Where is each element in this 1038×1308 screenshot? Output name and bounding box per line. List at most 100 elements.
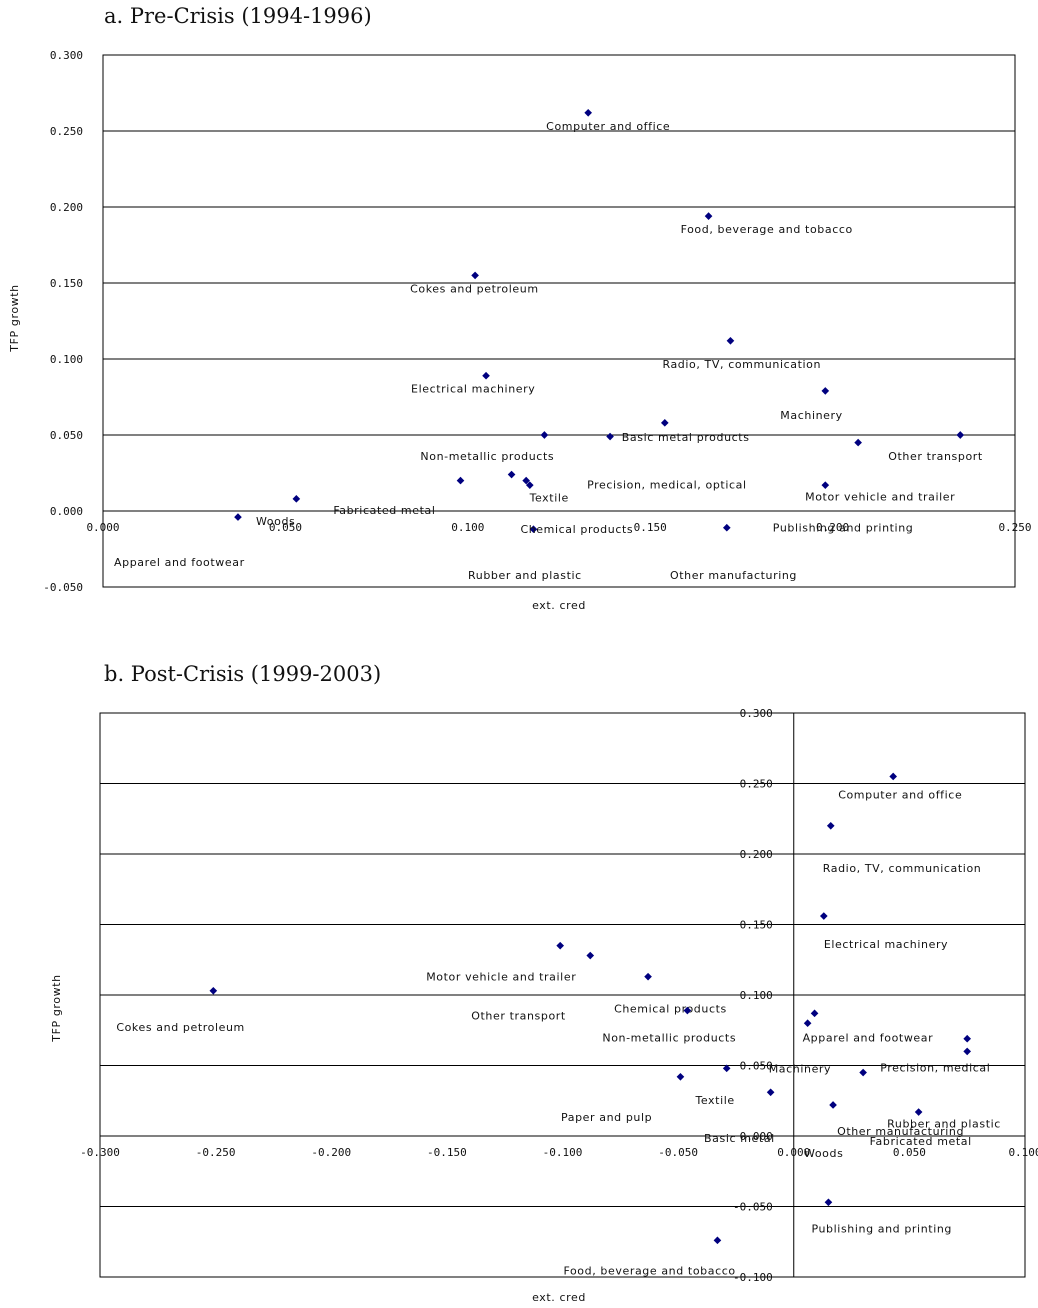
chart-b-point-label-1: Radio, TV, communication <box>823 862 982 875</box>
chart-b-y-axis-title: TFP growth <box>50 974 63 1042</box>
chart-a: -0.050 0.000 0.050 0.100 0.150 0.200 0.250 0.30… <box>8 49 1032 612</box>
chart-a-point-9 <box>606 432 614 441</box>
chart-a-point-6 <box>660 419 669 427</box>
chart-b-point-4 <box>586 951 595 960</box>
chart-b-point-label-20: Woods <box>804 1147 843 1160</box>
chart-b-xtick-label: 0.000 <box>777 1146 810 1159</box>
chart-b-xtick-label: -0.300 <box>80 1146 120 1159</box>
chart-a-point-10 <box>854 438 862 447</box>
chart-a-point-5 <box>821 387 830 395</box>
chart-b-point-11 <box>963 1047 972 1056</box>
chart-b-point-label-11: Precision, medical <box>880 1061 990 1074</box>
chart-b-point-label-2: Electrical machinery <box>824 938 948 951</box>
chart-b-point-label-18: Paper and pulp <box>561 1111 652 1124</box>
chart-a-point-label-16: Fabricated metal <box>333 504 435 517</box>
chart-b-point-label-17: Fabricated metal <box>870 1135 972 1148</box>
chart-a-point-label-17: Woods <box>256 515 295 528</box>
chart-a-point-16 <box>292 495 301 503</box>
chart-b-point-label-19: Basic metal <box>704 1132 775 1145</box>
chart-a-point-label-8: Other transport <box>888 450 983 463</box>
chart-b-ytick-label: -0.100 <box>733 1271 773 1284</box>
chart-b-ytick-label: -0.050 <box>733 1201 773 1214</box>
chart-b-point-5 <box>644 972 652 981</box>
chart-a-ytick-label: 0.100 <box>50 353 83 366</box>
chart-b-point-17 <box>914 1108 923 1116</box>
chart-b-point-22 <box>713 1236 722 1245</box>
chart-a-point-label-11: Textile <box>529 492 569 505</box>
chart-b-point-14 <box>676 1072 685 1081</box>
chart-a-point-17 <box>234 513 242 521</box>
chart-b-point-label-8: Apparel and footwear <box>803 1031 934 1044</box>
chart-a-xtick-label: 0.000 <box>86 521 119 534</box>
chart-a-point-7 <box>540 431 549 439</box>
chart-a-xtick-label: 0.200 <box>816 521 849 534</box>
chart-b-ytick-label: 0.300 <box>740 707 773 720</box>
chart-b-xtick-label: -0.200 <box>311 1146 351 1159</box>
chart-a-point-label-4: Electrical machinery <box>411 383 535 396</box>
chart-b-point-21 <box>824 1198 833 1207</box>
chart-b-xtick-label: -0.050 <box>658 1146 698 1159</box>
chart-b-xtick-label: 0.100 <box>1008 1146 1038 1159</box>
chart-a-point-15 <box>821 481 830 489</box>
chart-a-point-13 <box>522 476 530 485</box>
chart-a-point-2 <box>471 271 479 280</box>
chart-a-point-label-19: Publishing and printing <box>773 522 914 535</box>
chart-b-point-label-4: Other transport <box>471 1010 566 1023</box>
chart-b-ytick-label: 0.200 <box>740 848 773 861</box>
chart-a-ytick-label: 0.000 <box>50 505 83 518</box>
chart-b-point-8 <box>810 1009 819 1018</box>
chart-b-point-label-6: Cokes and petroleum <box>116 1021 245 1034</box>
chart-b-point-label-5: Chemical products <box>614 1003 727 1016</box>
chart-a-point-label-20: Apparel and footwear <box>114 556 245 569</box>
chart-a-title: a. Pre-Crisis (1994-1996) <box>104 4 372 28</box>
chart-b-point-10 <box>963 1034 972 1043</box>
chart-a-xtick-label: 0.100 <box>451 521 484 534</box>
chart-b-point-label-0: Computer and office <box>838 788 962 801</box>
chart-a-point-19 <box>722 523 731 532</box>
chart-a-point-label-3: Radio, TV, communication <box>662 358 821 371</box>
chart-a-point-label-22: Other manufacturing <box>670 569 797 582</box>
chart-b-point-9 <box>803 1019 812 1028</box>
chart-a-ytick-label: 0.050 <box>50 429 83 442</box>
chart-a-ytick-label: 0.300 <box>50 49 83 62</box>
chart-b-point-15 <box>766 1088 775 1097</box>
chart-a-ytick-label: -0.050 <box>43 581 83 594</box>
chart-b-point-label-12: Machinery <box>769 1062 831 1075</box>
chart-b-point-13 <box>859 1068 867 1077</box>
chart-b-point-0 <box>889 772 898 781</box>
chart-a-x-axis-title: ext. cred <box>532 599 586 612</box>
chart-a-xtick-label: 0.150 <box>634 521 667 534</box>
chart-b-point-16 <box>829 1101 837 1109</box>
chart-b-ytick-label: 0.150 <box>740 919 773 932</box>
chart-a-point-label-18: Chemical products <box>520 523 633 536</box>
chart-b-point-label-14: Textile <box>694 1094 734 1107</box>
chart-a-point-12 <box>456 476 465 485</box>
chart-a-point-label-7: Non-metallic products <box>420 450 554 463</box>
chart-b-point-6 <box>209 986 218 995</box>
chart-a-point-label-21: Rubber and plastic <box>468 569 582 582</box>
chart-a-ytick-label: 0.150 <box>50 277 83 290</box>
chart-b-ytick-label: 0.250 <box>740 778 773 791</box>
chart-a-point-4 <box>482 371 490 380</box>
chart-b-x-axis-title: ext. cred <box>532 1291 586 1304</box>
chart-a-point-label-1: Food, beverage and tobacco <box>681 223 853 236</box>
chart-b-xtick-label: -0.150 <box>427 1146 467 1159</box>
chart-a-y-axis-title: TFP growth <box>8 284 21 352</box>
chart-a-point-3 <box>726 336 735 345</box>
chart-b-point-label-16: Other manufacturing <box>837 1125 964 1138</box>
chart-a-xtick-label: 0.250 <box>998 521 1031 534</box>
chart-a-point-label-5: Machinery <box>780 409 842 422</box>
chart-a-point-1 <box>704 212 713 220</box>
chart-b-point-2 <box>819 912 828 920</box>
chart-b-xtick-label: -0.100 <box>543 1146 583 1159</box>
chart-b-point-label-22: Food, beverage and tobacco <box>563 1264 735 1277</box>
chart-b-point-label-21: Publishing and printing <box>811 1222 952 1235</box>
chart-a-plot-frame <box>102 54 1016 588</box>
chart-b-point-1 <box>826 821 835 830</box>
chart-b-point-12 <box>722 1064 731 1073</box>
chart-a-point-11 <box>507 470 516 479</box>
chart-b-ytick-label: 0.100 <box>740 989 773 1002</box>
chart-b-point-7 <box>683 1006 692 1015</box>
chart-b-point-3 <box>556 941 565 950</box>
